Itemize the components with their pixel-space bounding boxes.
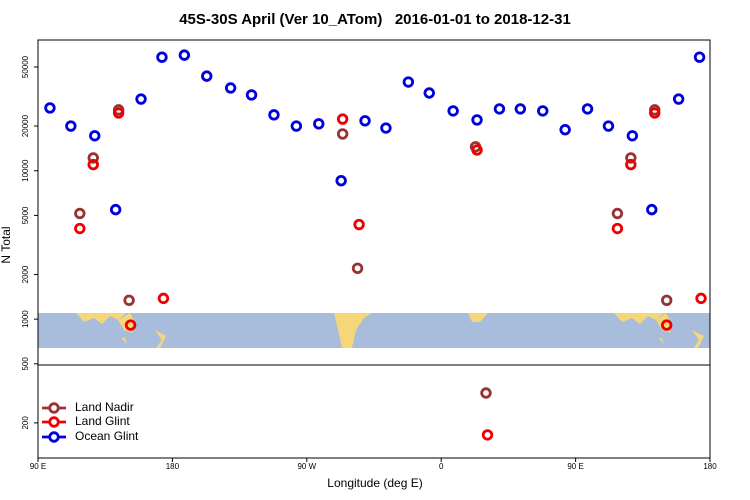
legend-label: Land Nadir bbox=[75, 400, 134, 414]
data-point bbox=[695, 292, 707, 305]
data-point bbox=[602, 120, 615, 132]
data-point bbox=[224, 82, 237, 94]
data-point bbox=[402, 76, 415, 88]
x-tick-label: 90 E bbox=[30, 462, 46, 471]
data-point bbox=[493, 103, 506, 115]
legend-marker bbox=[48, 402, 60, 414]
x-tick-label: 0 bbox=[439, 462, 444, 471]
chart-title: 45S-30S April (Ver 10_ATom) 2016-01-01 t… bbox=[179, 11, 571, 28]
data-point bbox=[625, 152, 637, 164]
x-tick-label: 90 W bbox=[297, 462, 316, 471]
plot-frame bbox=[37, 39, 711, 459]
x-tick-label: 180 bbox=[703, 462, 717, 471]
data-point bbox=[471, 144, 483, 156]
y-tick-label: 10000 bbox=[21, 159, 30, 182]
data-point bbox=[74, 222, 86, 235]
data-point bbox=[135, 93, 147, 105]
data-point bbox=[471, 114, 483, 126]
data-point bbox=[481, 429, 494, 441]
legend-entry: Ocean Glint bbox=[42, 429, 139, 443]
y-axis-label: N Total bbox=[0, 226, 13, 263]
y-tick-label: 2000 bbox=[21, 265, 30, 283]
data-point bbox=[660, 319, 673, 331]
data-point bbox=[156, 51, 168, 63]
data-point bbox=[447, 105, 459, 117]
data-point bbox=[537, 105, 549, 117]
data-point bbox=[336, 128, 349, 140]
y-tick-label: 5000 bbox=[21, 206, 30, 224]
data-point bbox=[65, 120, 77, 132]
data-point bbox=[646, 203, 658, 216]
data-point bbox=[353, 218, 365, 231]
data-point bbox=[268, 109, 280, 121]
data-point bbox=[649, 107, 661, 119]
x-tick-label: 180 bbox=[166, 462, 180, 471]
data-point bbox=[423, 87, 435, 99]
data-point bbox=[74, 207, 86, 220]
legend-marker bbox=[48, 431, 60, 443]
legend-label: Land Glint bbox=[75, 414, 130, 428]
legend-marker bbox=[48, 416, 60, 428]
data-point bbox=[660, 294, 673, 306]
data-point bbox=[89, 130, 101, 142]
data-point bbox=[44, 102, 56, 114]
legend-entry: Land Nadir bbox=[42, 400, 134, 414]
map-band bbox=[38, 313, 710, 348]
data-point bbox=[336, 113, 349, 125]
data-point bbox=[178, 49, 191, 61]
data-point bbox=[625, 158, 637, 171]
data-point bbox=[87, 152, 99, 164]
data-point bbox=[313, 118, 325, 130]
y-tick-label: 20000 bbox=[21, 114, 30, 137]
data-point bbox=[559, 123, 571, 136]
data-point bbox=[123, 294, 135, 306]
y-tick-label: 500 bbox=[21, 357, 30, 371]
y-tick-label: 1000 bbox=[21, 310, 30, 328]
data-point bbox=[112, 107, 125, 119]
x-tick-label: 90 E bbox=[567, 462, 583, 471]
data-point bbox=[109, 203, 122, 216]
legend-label: Ocean Glint bbox=[75, 429, 139, 443]
data-point bbox=[335, 174, 347, 187]
data-point bbox=[359, 115, 371, 127]
data-point bbox=[87, 158, 99, 171]
data-point bbox=[693, 51, 706, 63]
data-point bbox=[514, 103, 527, 115]
data-point bbox=[351, 262, 364, 275]
data-point bbox=[124, 319, 137, 331]
data-point bbox=[380, 122, 392, 134]
x-axis-label: Longitude (deg E) bbox=[327, 476, 422, 490]
data-point bbox=[157, 292, 170, 305]
data-point bbox=[611, 222, 624, 235]
data-point bbox=[611, 207, 624, 220]
data-point bbox=[201, 70, 213, 82]
y-tick-label: 200 bbox=[21, 416, 30, 430]
data-point bbox=[626, 130, 639, 142]
data-point bbox=[245, 89, 258, 101]
data-point bbox=[581, 103, 594, 115]
data-point bbox=[672, 93, 685, 105]
data-point bbox=[290, 120, 303, 132]
legend-entry: Land Glint bbox=[42, 414, 130, 428]
data-point bbox=[480, 387, 492, 399]
y-tick-label: 50000 bbox=[21, 55, 30, 78]
